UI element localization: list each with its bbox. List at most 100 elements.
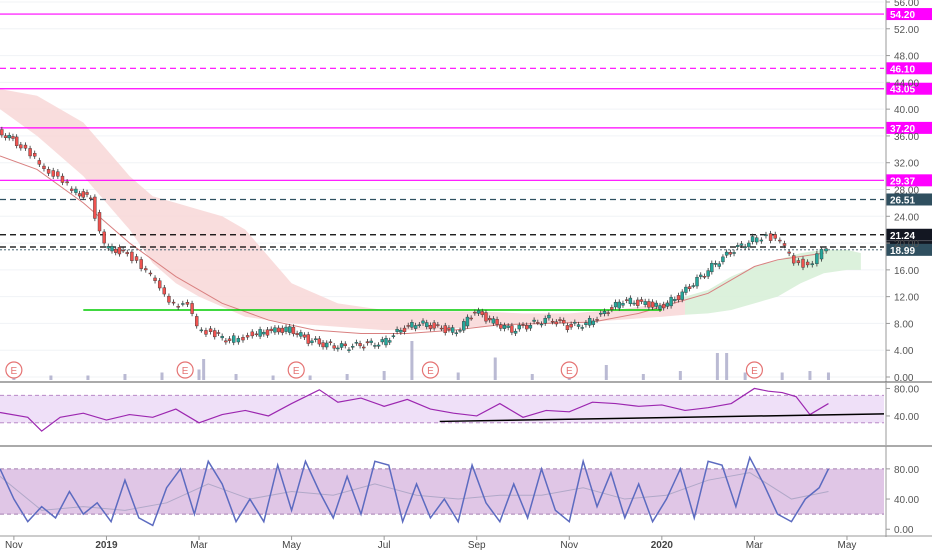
- candle-body: [487, 317, 492, 321]
- candle-body: [350, 346, 355, 348]
- candle-body: [610, 307, 614, 310]
- volume-bar: [86, 375, 90, 380]
- candle-body: [532, 319, 536, 322]
- candle-body: [465, 316, 470, 327]
- candle-body: [759, 239, 764, 242]
- level-label: 43.05: [890, 85, 915, 96]
- candle-body: [565, 325, 570, 331]
- candle-body: [473, 311, 477, 314]
- candle-body: [661, 304, 666, 309]
- price-tick-label: 32.00: [894, 159, 919, 170]
- candle-body: [458, 330, 462, 332]
- candle-body: [373, 345, 377, 347]
- candle-body: [417, 324, 422, 326]
- price-panel: 54.2046.1043.0537.2029.3726.5121.2419.41…: [0, 0, 932, 384]
- level-label: 29.37: [890, 176, 915, 187]
- volume-bar: [493, 357, 497, 380]
- earnings-marker-label: E: [751, 366, 758, 377]
- candle-body: [77, 193, 82, 197]
- volume-bar: [49, 375, 53, 380]
- candle-body: [195, 316, 199, 327]
- candle-body: [60, 175, 65, 183]
- candle-body: [792, 255, 796, 264]
- candle-body: [391, 335, 396, 337]
- candle-body: [410, 322, 414, 328]
- candle-body: [42, 165, 46, 169]
- candle-body: [425, 322, 429, 327]
- candle-body: [262, 331, 266, 335]
- price-tick-label: 24.00: [894, 212, 919, 223]
- candle-body: [539, 323, 544, 326]
- candle-body: [28, 148, 32, 157]
- candle-body: [121, 249, 125, 252]
- level-label-bg: [886, 82, 932, 95]
- candle-body: [576, 324, 581, 327]
- candle-body: [388, 340, 392, 343]
- stoch-d-line: [0, 472, 829, 511]
- candle-body: [613, 301, 618, 308]
- earnings-marker: [421, 361, 440, 379]
- candle-body: [691, 285, 696, 287]
- x-tick-label: Nov: [560, 540, 578, 550]
- candle-body: [208, 328, 213, 332]
- earnings-marker-label: E: [427, 366, 434, 377]
- candle-body: [236, 338, 241, 343]
- candle-body: [328, 341, 333, 343]
- rsi-trendline: [439, 413, 885, 423]
- candle-body: [0, 129, 4, 136]
- candle-body: [454, 332, 459, 334]
- candle-body: [801, 258, 805, 268]
- volume-bar: [382, 371, 386, 380]
- candle-body: [469, 317, 473, 320]
- price-tick-label: 28.00: [894, 186, 919, 197]
- candle-body: [628, 297, 633, 304]
- candle-body: [721, 256, 725, 263]
- x-tick-label: May: [282, 540, 301, 550]
- volume-bar: [641, 374, 645, 380]
- candle-body: [706, 270, 710, 277]
- candle-body: [502, 325, 507, 329]
- candle-body: [102, 231, 106, 244]
- candle-body: [639, 299, 644, 302]
- candle-body: [495, 319, 499, 325]
- rsi-band: [0, 395, 884, 423]
- candle-body: [499, 324, 503, 329]
- candle-body: [632, 302, 636, 305]
- candle-body: [432, 322, 436, 329]
- volume-bar: [202, 359, 206, 380]
- candle-body: [750, 236, 755, 242]
- candle-body: [713, 263, 718, 265]
- candle-body: [220, 335, 224, 339]
- stoch-tick-label: 80.00: [894, 465, 919, 476]
- candle-body: [773, 234, 777, 239]
- volume-bar: [530, 374, 534, 380]
- candle-body: [125, 252, 129, 255]
- candle-body: [621, 303, 625, 306]
- candle-body: [365, 341, 370, 344]
- level-label: 54.20: [890, 10, 915, 21]
- candle-body: [439, 327, 444, 330]
- earnings-marker: [745, 361, 764, 379]
- volume-bar: [826, 372, 830, 380]
- price-tick-label: 20.00: [894, 239, 919, 250]
- candle-body: [602, 310, 607, 314]
- candle-body: [376, 344, 381, 347]
- price-tick-label: 56.00: [894, 0, 919, 9]
- x-tick-label: 2020: [651, 540, 674, 550]
- candle-body: [317, 338, 322, 345]
- level-label-bg: [886, 228, 932, 241]
- candle-body: [687, 286, 692, 289]
- volume-bar: [308, 375, 312, 380]
- candle-body: [676, 295, 681, 301]
- candle-body: [258, 329, 262, 337]
- level-label-bg: [886, 8, 932, 21]
- stoch-tick-label: 40.00: [894, 495, 919, 506]
- stoch-band: [0, 468, 884, 515]
- level-label: 18.99: [890, 246, 915, 257]
- candle-body: [3, 135, 8, 138]
- candle-body: [402, 327, 407, 333]
- earnings-marker-label: E: [11, 366, 18, 377]
- price-tick-label: 0.00: [894, 373, 914, 384]
- candle-body: [46, 169, 51, 174]
